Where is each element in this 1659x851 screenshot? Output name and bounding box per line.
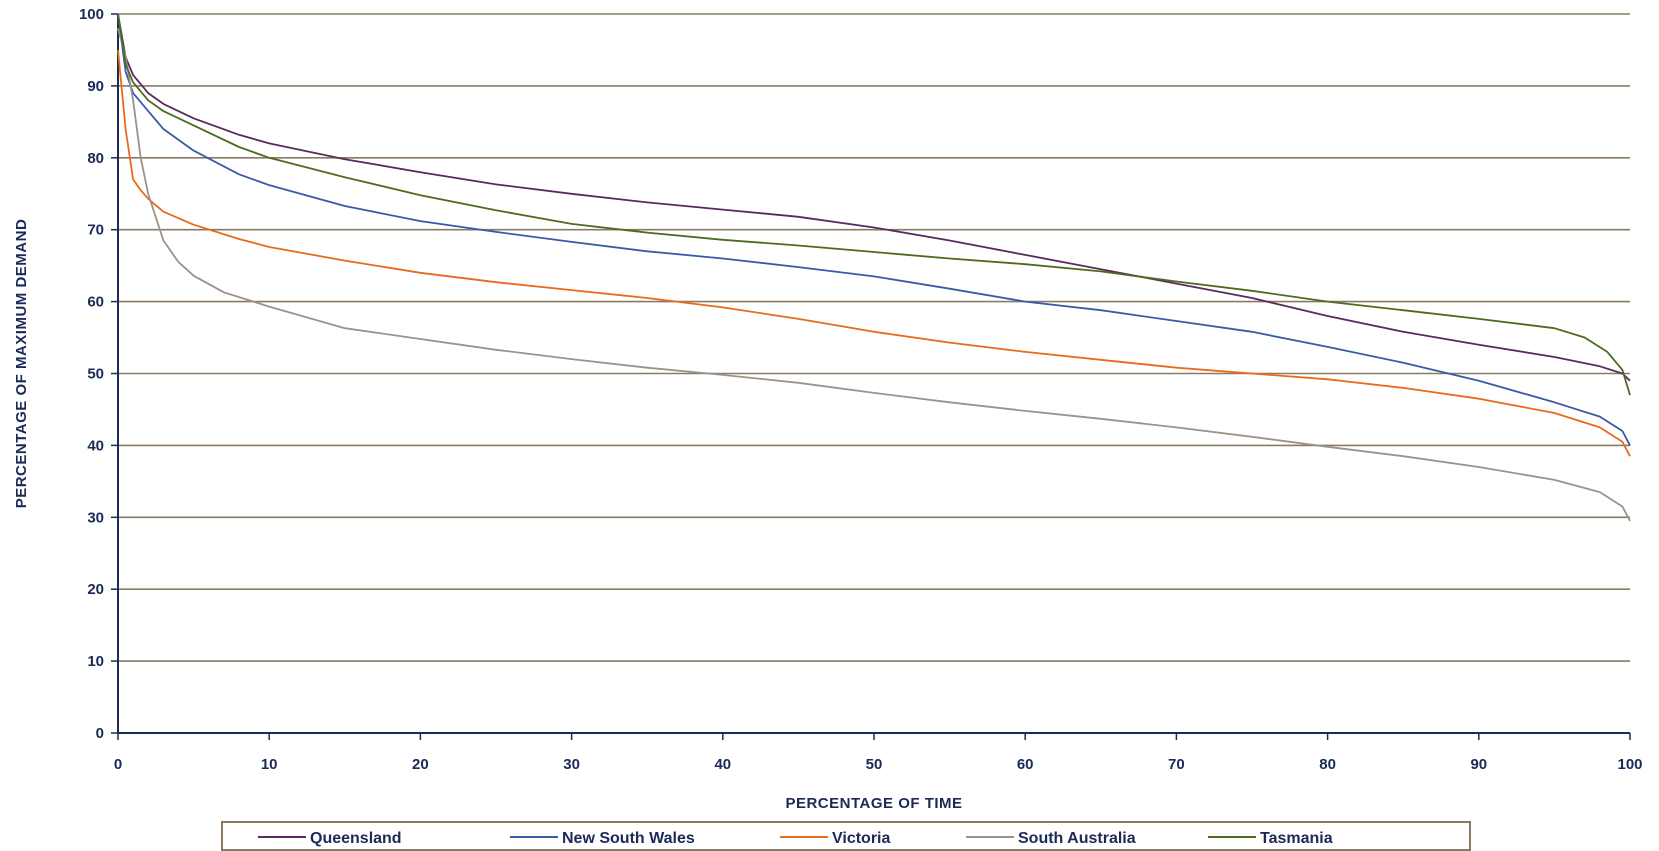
series-lines <box>117 13 1631 522</box>
y-tick-label: 60 <box>87 294 104 311</box>
x-tick-label: 0 <box>114 756 122 773</box>
series-line-queensland <box>117 13 1631 382</box>
gridlines <box>118 13 1630 662</box>
y-tick-labels: 0 10 20 30 40 50 60 70 80 90 100 <box>79 6 118 742</box>
y-tick-label: 40 <box>87 437 104 454</box>
legend-label: New South Wales <box>562 830 695 847</box>
x-tick-label: 20 <box>412 756 429 773</box>
y-tick-label: 70 <box>87 222 104 239</box>
x-tick-label: 50 <box>866 756 883 773</box>
series-line-new-south-wales <box>117 13 1631 446</box>
y-tick-label: 0 <box>96 725 104 742</box>
legend-box <box>221 821 1471 851</box>
y-tick-label: 20 <box>87 581 104 598</box>
x-tick-label: 100 <box>1617 756 1642 773</box>
legend: Queensland New South Wales Victoria South A… <box>221 821 1471 851</box>
x-tick-label: 70 <box>1168 756 1185 773</box>
x-tick-label: 40 <box>714 756 731 773</box>
series-line-tasmania <box>117 13 1631 396</box>
legend-label: South Australia <box>1018 830 1136 847</box>
legend-label: Queensland <box>310 830 402 847</box>
series-line-victoria <box>117 49 1631 457</box>
y-tick-label: 10 <box>87 653 104 670</box>
x-tick-label: 80 <box>1319 756 1336 773</box>
x-tick-label: 10 <box>261 756 278 773</box>
y-axis-title: PERCENTAGE OF MAXIMUM DEMAND <box>13 219 30 509</box>
x-axis-title: PERCENTAGE OF TIME <box>785 795 962 812</box>
x-tick-label: 90 <box>1470 756 1487 773</box>
x-tick-labels: 0 10 20 30 40 50 60 70 80 90 100 <box>114 733 1643 773</box>
y-tick-label: 30 <box>87 509 104 526</box>
x-tick-label: 30 <box>563 756 580 773</box>
series-line-south-australia <box>117 28 1631 522</box>
y-tick-label: 100 <box>79 6 104 23</box>
y-tick-label: 80 <box>87 150 104 167</box>
y-tick-label: 90 <box>87 78 104 95</box>
x-tick-label: 60 <box>1017 756 1034 773</box>
legend-label: Tasmania <box>1260 830 1333 847</box>
legend-label: Victoria <box>832 830 891 847</box>
y-tick-label: 50 <box>87 366 104 383</box>
